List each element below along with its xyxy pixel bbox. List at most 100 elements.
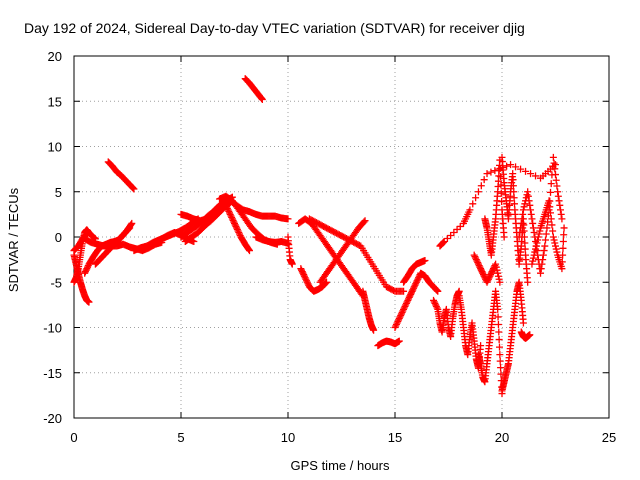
data-point — [521, 200, 529, 208]
data-point — [412, 280, 420, 288]
data-point — [535, 230, 543, 238]
data-point — [494, 313, 502, 321]
data-point — [512, 163, 520, 171]
data-point — [85, 298, 93, 306]
data-point — [527, 210, 535, 218]
data-point — [498, 198, 506, 206]
data-point — [495, 336, 503, 344]
series-arc-o — [226, 197, 292, 223]
data-point — [555, 197, 563, 205]
data-point — [245, 247, 253, 255]
data-point — [522, 167, 530, 175]
data-point — [410, 284, 418, 292]
data-point — [234, 227, 242, 235]
data-point — [509, 170, 517, 178]
data-point — [529, 224, 537, 232]
data-point — [409, 286, 417, 294]
data-point — [235, 228, 243, 236]
data-point — [537, 269, 545, 277]
data-point — [477, 265, 485, 273]
data-point — [479, 271, 487, 279]
data-point — [466, 206, 474, 214]
data-point — [127, 220, 135, 228]
data-point — [477, 266, 485, 274]
data-point — [433, 304, 441, 312]
data-point — [397, 311, 405, 319]
data-point — [528, 215, 536, 223]
data-point — [258, 95, 266, 103]
data-point — [496, 278, 504, 286]
y-tick-label: 15 — [48, 94, 62, 109]
data-point — [553, 248, 561, 256]
data-point — [323, 278, 331, 286]
data-point — [552, 242, 559, 250]
y-tick-label: -5 — [50, 275, 62, 290]
data-point — [496, 357, 504, 365]
data-point — [477, 182, 485, 190]
data-point — [125, 225, 133, 233]
data-point — [491, 167, 499, 175]
data-point — [493, 266, 501, 274]
data-point — [124, 225, 132, 233]
data-point — [126, 224, 134, 232]
data-point — [392, 322, 400, 330]
data-point — [407, 290, 415, 298]
data-point — [494, 272, 502, 280]
data-point — [517, 165, 525, 173]
data-point — [402, 301, 410, 309]
data-point — [545, 197, 553, 205]
data-point — [553, 182, 561, 190]
data-point — [554, 188, 562, 196]
data-point — [231, 219, 238, 227]
data-point — [534, 236, 542, 244]
data-point — [412, 278, 420, 286]
data-point — [552, 161, 559, 169]
data-point — [531, 248, 539, 256]
data-point — [494, 269, 502, 277]
data-point — [432, 286, 440, 294]
data-point — [491, 262, 499, 270]
data-point — [439, 239, 447, 247]
data-point — [534, 233, 542, 241]
data-point — [479, 269, 487, 277]
data-point — [303, 278, 311, 286]
data-point — [560, 231, 568, 239]
series-cluster-20a — [498, 278, 527, 395]
data-point — [495, 165, 503, 173]
data-point — [494, 320, 502, 328]
y-axis-label: SDTVAR / TECUs — [6, 187, 21, 292]
y-tick-label: 0 — [55, 230, 62, 245]
data-point — [524, 278, 532, 286]
data-point — [559, 251, 567, 259]
data-point — [361, 217, 369, 225]
data-point — [408, 287, 416, 295]
data-point — [519, 210, 527, 218]
data-point — [225, 207, 233, 215]
series-cluster-21 — [515, 153, 566, 277]
data-point — [450, 228, 458, 236]
data-point — [518, 215, 526, 223]
series-arc-b — [70, 251, 93, 306]
data-point — [396, 313, 404, 321]
chart-title: Day 192 of 2024, Sidereal Day-to-day VTE… — [24, 20, 525, 36]
series-arc-r — [284, 233, 296, 268]
data-point — [495, 275, 503, 283]
series-cluster-19a — [474, 287, 506, 398]
data-point — [488, 268, 496, 276]
data-point — [539, 256, 547, 264]
data-point — [519, 319, 527, 327]
data-point — [129, 184, 137, 192]
data-point — [400, 304, 408, 312]
data-point — [440, 238, 448, 246]
data-point — [228, 213, 236, 221]
data-point — [519, 206, 527, 214]
data-point — [494, 305, 502, 313]
y-tick-label: -15 — [43, 366, 62, 381]
data-point — [232, 222, 240, 230]
data-point — [499, 164, 507, 172]
data-point — [474, 259, 482, 267]
data-point — [432, 301, 440, 309]
data-point — [542, 230, 550, 238]
series-arc-e — [91, 224, 134, 268]
data-point — [549, 153, 557, 161]
